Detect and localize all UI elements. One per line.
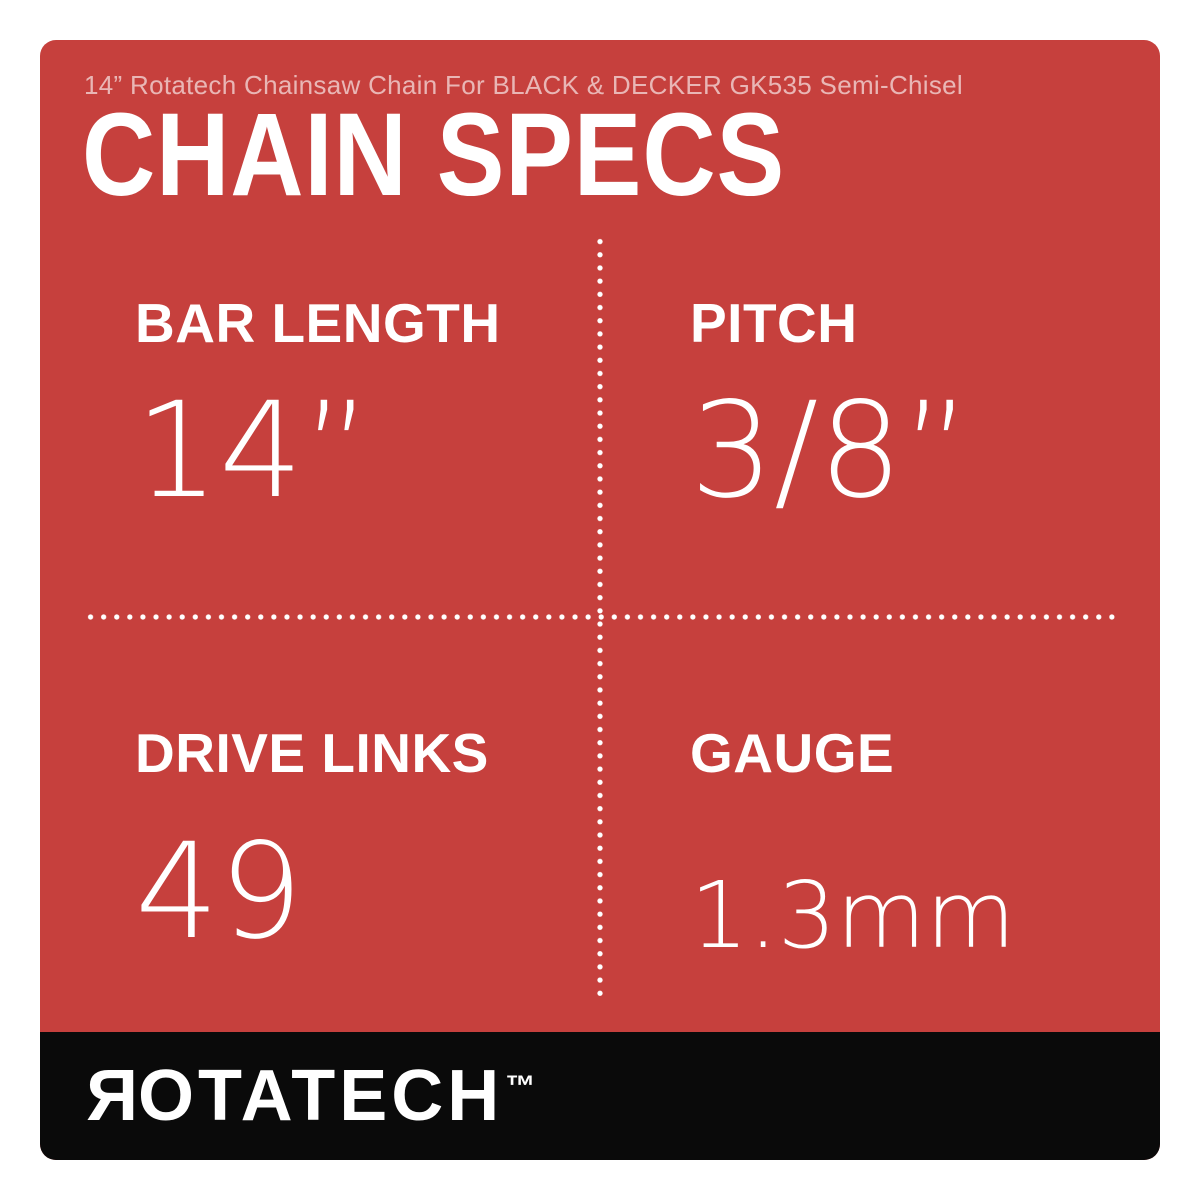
page-title: CHAIN SPECS (82, 89, 786, 221)
spec-panel: 14” Rotatech Chainsaw Chain For BLACK & … (40, 40, 1160, 1160)
spec-label-drive-links: DRIVE LINKS (135, 722, 489, 784)
spec-cell-pitch: PITCH 3/8” (690, 296, 1140, 676)
spec-value-pitch: 3/8” (690, 374, 971, 528)
rotatech-logo-text: OTATECH (138, 1056, 504, 1136)
spec-value-drive-links: 49 (135, 815, 303, 969)
spec-value-bar-length: 14” (135, 374, 372, 528)
horizontal-dotted-divider (84, 614, 1120, 620)
product-subtitle: 14” Rotatech Chainsaw Chain For BLACK & … (84, 70, 964, 100)
rotatech-logo-mirrored-r: R (82, 1056, 138, 1136)
spec-cell-bar-length: BAR LENGTH 14” (135, 296, 585, 676)
spec-label-gauge: GAUGE (690, 722, 895, 784)
rotatech-logo: ROTATECH™ (82, 1056, 536, 1136)
spec-value-gauge: 1.3mm (690, 862, 1016, 969)
spec-label-bar-length: BAR LENGTH (135, 292, 501, 354)
spec-cell-drive-links: DRIVE LINKS 49 (135, 726, 585, 1106)
spec-label-pitch: PITCH (690, 292, 858, 354)
brand-footer: ROTATECH™ (40, 1032, 1160, 1160)
spec-cell-gauge: GAUGE 1.3mm (690, 726, 1140, 1106)
trademark-symbol: ™ (505, 1070, 536, 1103)
